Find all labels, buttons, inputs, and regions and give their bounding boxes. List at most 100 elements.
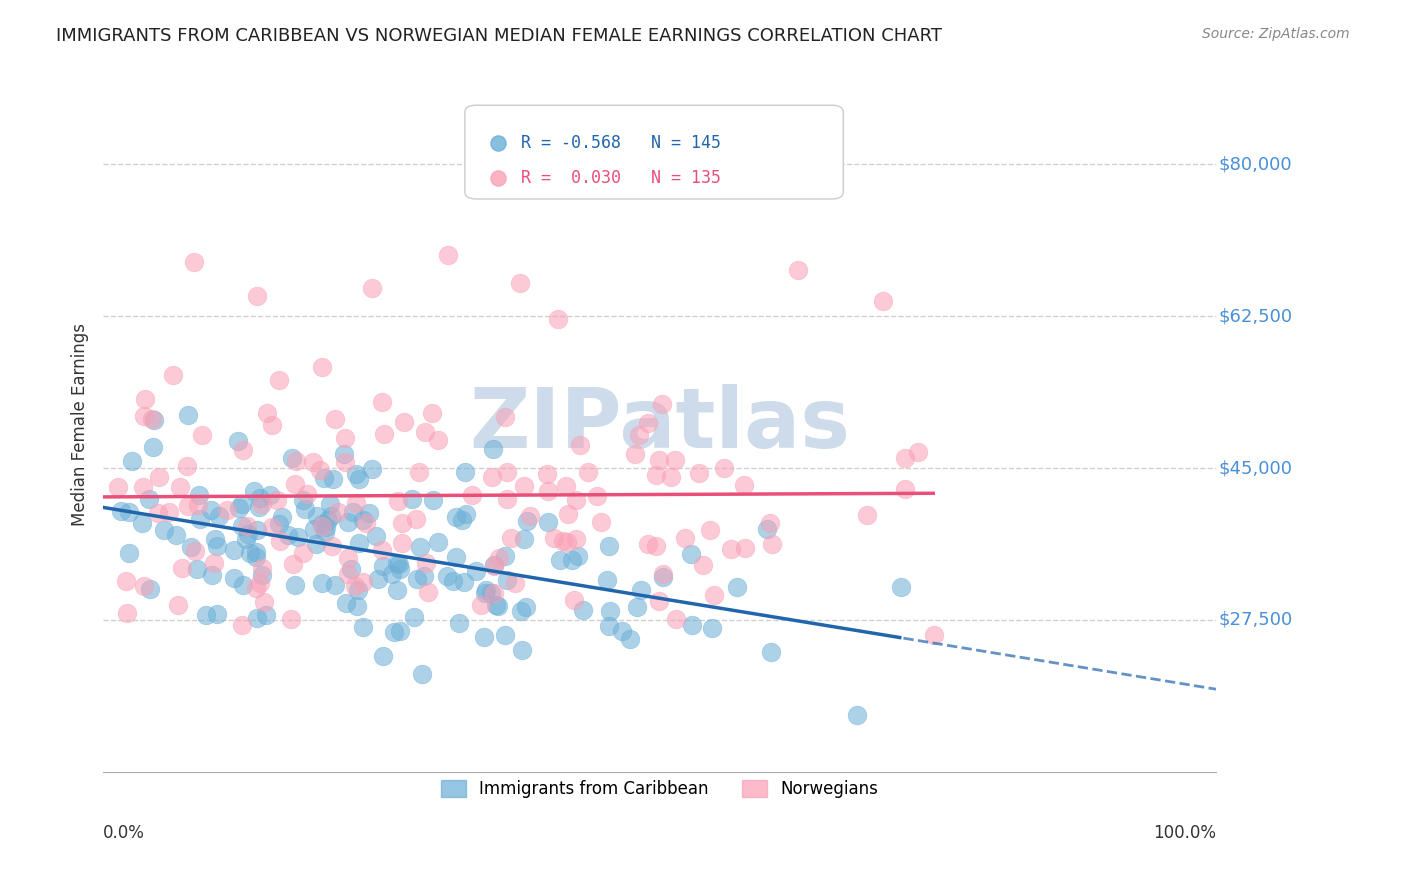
Point [269,373,291,387]
Point [321,539,343,553]
Point [495,574,517,588]
Point [246,523,269,537]
Point [472,630,495,644]
Point [352,620,374,634]
Point [280,612,302,626]
Point [703,588,725,602]
Point [516,515,538,529]
Point [437,248,460,262]
Text: $27,500: $27,500 [1219,611,1292,629]
Point [755,522,778,536]
Point [205,539,228,553]
Point [630,583,652,598]
Point [855,508,877,522]
Point [561,552,583,566]
Point [451,513,474,527]
Point [411,667,433,681]
Point [169,480,191,494]
Point [271,509,294,524]
Point [323,412,346,426]
Text: $80,000: $80,000 [1219,155,1292,173]
Point [118,504,141,518]
Point [131,516,153,530]
Point [295,486,318,500]
Point [302,455,325,469]
Point [322,472,344,486]
Point [479,586,502,600]
Point [576,465,599,479]
Point [453,574,475,589]
Point [188,512,211,526]
Point [107,480,129,494]
Point [381,566,404,581]
Point [187,499,209,513]
Text: 0.0%: 0.0% [103,824,145,842]
Point [485,598,508,612]
Point [555,479,578,493]
Point [148,506,170,520]
Point [537,483,560,498]
Point [371,395,394,409]
Point [619,632,641,647]
Point [627,427,650,442]
Point [699,523,721,537]
Point [364,529,387,543]
Point [283,557,305,571]
Point [284,578,307,592]
Point [162,368,184,383]
Point [311,519,333,533]
Point [503,575,526,590]
Point [408,540,430,554]
Point [239,546,262,560]
Point [314,524,336,539]
Point [232,578,254,592]
Point [143,412,166,426]
Point [354,516,377,530]
Point [311,517,333,532]
Point [548,553,571,567]
Point [242,483,264,498]
Point [406,572,429,586]
Point [536,467,558,482]
Point [167,598,190,612]
Point [262,520,284,534]
Text: R =  0.030   N = 135: R = 0.030 N = 135 [520,169,720,187]
Point [725,580,748,594]
Point [187,487,209,501]
Point [177,408,200,422]
Point [217,502,239,516]
Point [388,558,411,572]
Point [444,549,467,564]
Point [565,533,588,547]
Point [157,505,180,519]
Point [180,540,202,554]
Point [138,491,160,506]
Point [228,500,250,515]
Point [404,609,426,624]
Point [339,562,361,576]
Point [405,511,427,525]
Point [481,470,503,484]
Y-axis label: Median Female Earnings: Median Female Earnings [72,323,89,526]
Point [547,312,569,326]
Point [512,479,534,493]
Point [311,576,333,591]
Point [148,470,170,484]
Point [392,415,415,429]
Point [232,442,254,457]
Point [444,509,467,524]
Point [304,522,326,536]
Point [652,566,675,581]
Point [890,580,912,594]
Point [759,516,782,530]
Point [277,528,299,542]
Point [266,493,288,508]
Point [316,513,339,527]
Point [347,471,370,485]
Point [700,621,723,635]
Point [567,549,589,563]
Point [681,618,703,632]
Point [319,509,342,524]
Point [422,406,444,420]
Point [486,852,509,866]
